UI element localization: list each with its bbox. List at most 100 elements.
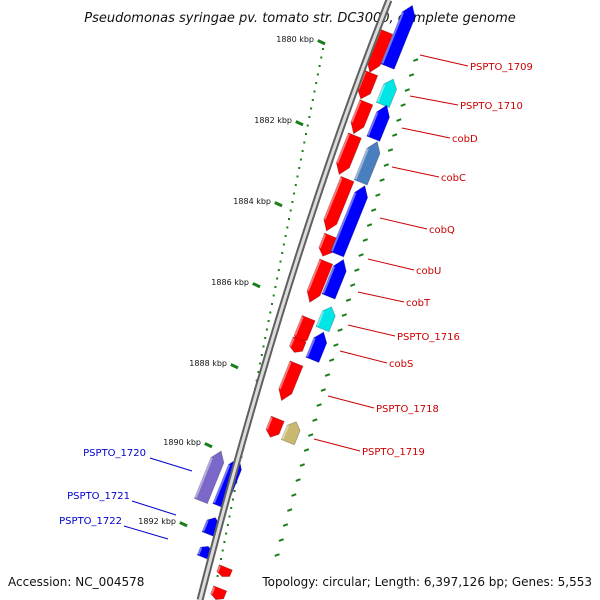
gene-label[interactable]: PSPTO_1710 [460, 101, 523, 112]
track-dot [288, 218, 290, 220]
inner-track-mark [404, 88, 410, 92]
reverse-gene-arrow[interactable] [315, 304, 338, 333]
track-dot [315, 82, 318, 84]
track-dot [228, 515, 231, 518]
gene-label[interactable]: cobU [416, 266, 441, 277]
scale-tick-label: 1888 kbp [189, 359, 227, 368]
reverse-gene-arrow[interactable] [305, 329, 330, 364]
gene-label[interactable]: PSPTO_1720 [83, 448, 146, 459]
reverse-gene-arrow[interactable] [375, 76, 399, 109]
reverse-strand-genes [193, 3, 419, 561]
forward-gene-arrow[interactable] [333, 132, 362, 177]
gene-label[interactable]: cobS [389, 359, 413, 370]
inner-track-mark [274, 553, 280, 557]
gene-leader-line [339, 350, 388, 364]
gene-leader-line [357, 291, 405, 303]
inner-track-mark [299, 463, 305, 467]
forward-gene-arrow[interactable] [209, 585, 228, 600]
inner-track-mark [350, 283, 356, 287]
track-dot [299, 158, 302, 161]
inner-track-mark [408, 73, 415, 77]
inner-track-mark [291, 493, 297, 497]
track-dot [233, 490, 236, 492]
inner-tick-track [274, 58, 419, 557]
gene-label[interactable]: PSPTO_1721 [67, 491, 130, 502]
track-dot [259, 362, 262, 365]
forward-gene-arrow[interactable] [303, 258, 334, 305]
gene-label[interactable]: PSPTO_1716 [397, 332, 460, 343]
track-dot [260, 354, 263, 356]
accession-label: Accession: NC_004578 [8, 575, 144, 589]
track-dot [226, 524, 229, 526]
track-dot [264, 337, 267, 339]
track-dot [272, 294, 275, 297]
track-dot [281, 252, 284, 254]
reverse-gene-arrow[interactable] [353, 139, 383, 186]
track-dot [311, 99, 314, 101]
track-dot [305, 133, 307, 135]
inner-track-mark [371, 208, 377, 212]
reverse-gene-arrow[interactable] [330, 183, 372, 258]
forward-gene-arrow[interactable] [264, 415, 285, 440]
track-dot [286, 226, 289, 229]
right-gene-labels: PSPTO_1709 PSPTO_1710 cobD cobC cobQ cobU cobT… [313, 54, 533, 458]
track-dot [223, 541, 226, 543]
inner-track-mark [307, 433, 314, 437]
reverse-gene-arrow[interactable] [280, 419, 302, 446]
track-dot [308, 116, 311, 118]
inner-track-mark [337, 328, 343, 332]
reverse-gene-arrow[interactable] [193, 448, 227, 505]
genome-backbone-highlight [198, 0, 391, 600]
track-dot [313, 90, 316, 93]
scale-tick-mark [252, 282, 261, 289]
track-dot [293, 192, 296, 195]
gene-leader-line [327, 395, 375, 409]
topology-label: Topology: circular; Length: 6,397,126 bp… [261, 575, 592, 589]
gene-label[interactable]: cobD [452, 134, 478, 145]
inner-track-mark [362, 238, 368, 242]
inner-track-mark [316, 403, 322, 407]
reverse-gene-arrow[interactable] [380, 3, 419, 70]
forward-gene-arrow[interactable] [347, 99, 374, 137]
gene-label[interactable]: cobC [441, 173, 466, 184]
map-title: Pseudomonas syringae pv. tomato str. DC3… [84, 11, 516, 26]
gene-label[interactable]: PSPTO_1719 [362, 447, 425, 458]
track-dot [320, 56, 323, 59]
track-dot [301, 150, 304, 152]
scale-tick-label: 1880 kbp [276, 35, 314, 44]
forward-gene-arrow[interactable] [320, 175, 355, 233]
inner-track-mark [354, 268, 360, 272]
track-dot [296, 175, 299, 178]
scale-tick-mark [179, 521, 188, 528]
track-dot [276, 277, 279, 280]
track-dot [257, 371, 260, 373]
forward-strand-genes [209, 28, 394, 600]
scale-tick-mark [317, 39, 326, 46]
gene-leader-line [419, 54, 469, 67]
scale-tick-mark [274, 201, 283, 208]
gene-label[interactable]: PSPTO_1722 [59, 516, 122, 527]
gene-label[interactable]: PSPTO_1718 [376, 404, 439, 415]
gene-label[interactable]: cobQ [429, 225, 455, 236]
gene-leader-line [149, 457, 193, 472]
reverse-gene-arrow[interactable] [366, 103, 393, 142]
left-gene-labels: PSPTO_1720 PSPTO_1721 PSPTO_1722 [59, 448, 193, 540]
track-dot [294, 184, 297, 186]
scale-tick-label: 1886 kbp [211, 278, 249, 287]
gene-label[interactable]: PSPTO_1709 [470, 62, 533, 73]
track-dot [277, 269, 280, 271]
track-dot [231, 498, 234, 501]
forward-gene-arrow[interactable] [316, 232, 339, 259]
track-dot [271, 303, 273, 305]
forward-gene-arrow[interactable] [288, 336, 307, 355]
gene-leader-line [367, 258, 415, 271]
inner-track-mark [282, 523, 289, 527]
inner-track-mark [303, 448, 310, 452]
forward-gene-arrow[interactable] [216, 564, 233, 580]
reverse-gene-arrow[interactable] [321, 257, 350, 300]
gene-leader-line [123, 525, 169, 540]
forward-gene-arrow[interactable] [275, 360, 304, 403]
gene-label[interactable]: cobT [406, 298, 431, 309]
track-dot [322, 48, 324, 50]
